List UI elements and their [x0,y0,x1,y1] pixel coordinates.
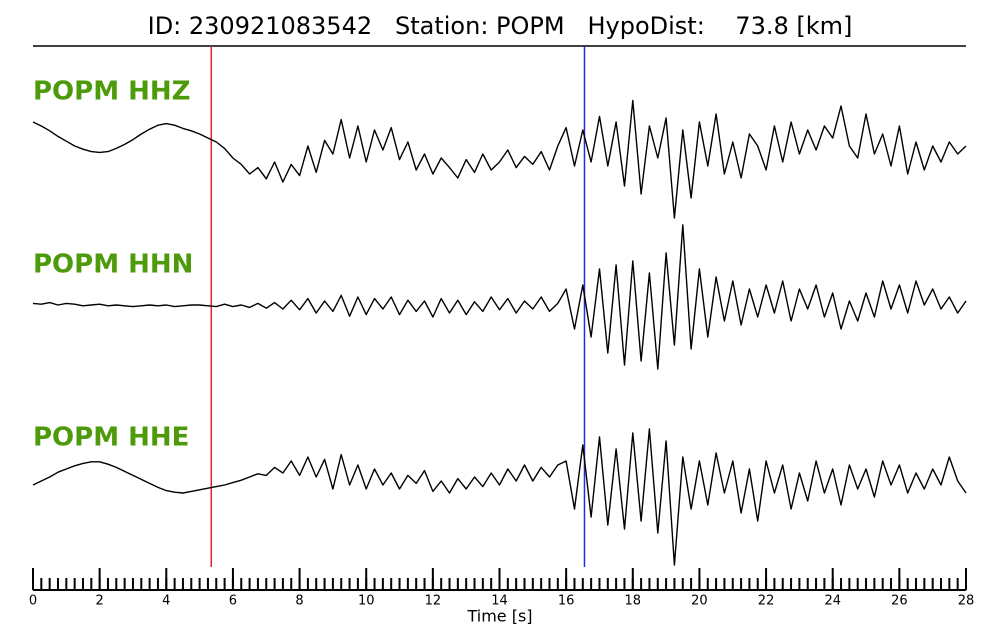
trace-label: POPM HHN [33,250,193,280]
x-tick-label: 4 [162,594,170,609]
waveform [32,99,967,219]
x-tick-label: 26 [891,594,908,609]
trace-label: POPM HHE [33,423,189,453]
x-axis-label: Time [s] [466,607,532,626]
x-tick-label: 6 [229,594,237,609]
x-tick-label: 20 [691,594,708,609]
x-tick-label: 24 [824,594,841,609]
waveform [32,428,967,566]
x-tick-label: 2 [96,594,104,609]
waveform [32,224,967,370]
x-tick-label: 8 [295,594,303,609]
x-tick-label: 10 [358,594,375,609]
x-tick-label: 28 [958,594,975,609]
x-tick-label: 22 [758,594,775,609]
chart-title: ID: 230921083542 Station: POPM HypoDist:… [148,12,853,40]
x-tick-label: 14 [491,594,508,609]
x-tick-label: 0 [29,594,37,609]
x-tick-label: 12 [425,594,442,609]
x-tick-label: 16 [558,594,575,609]
trace-label: POPM HHZ [33,77,191,107]
x-tick-label: 18 [625,594,642,609]
